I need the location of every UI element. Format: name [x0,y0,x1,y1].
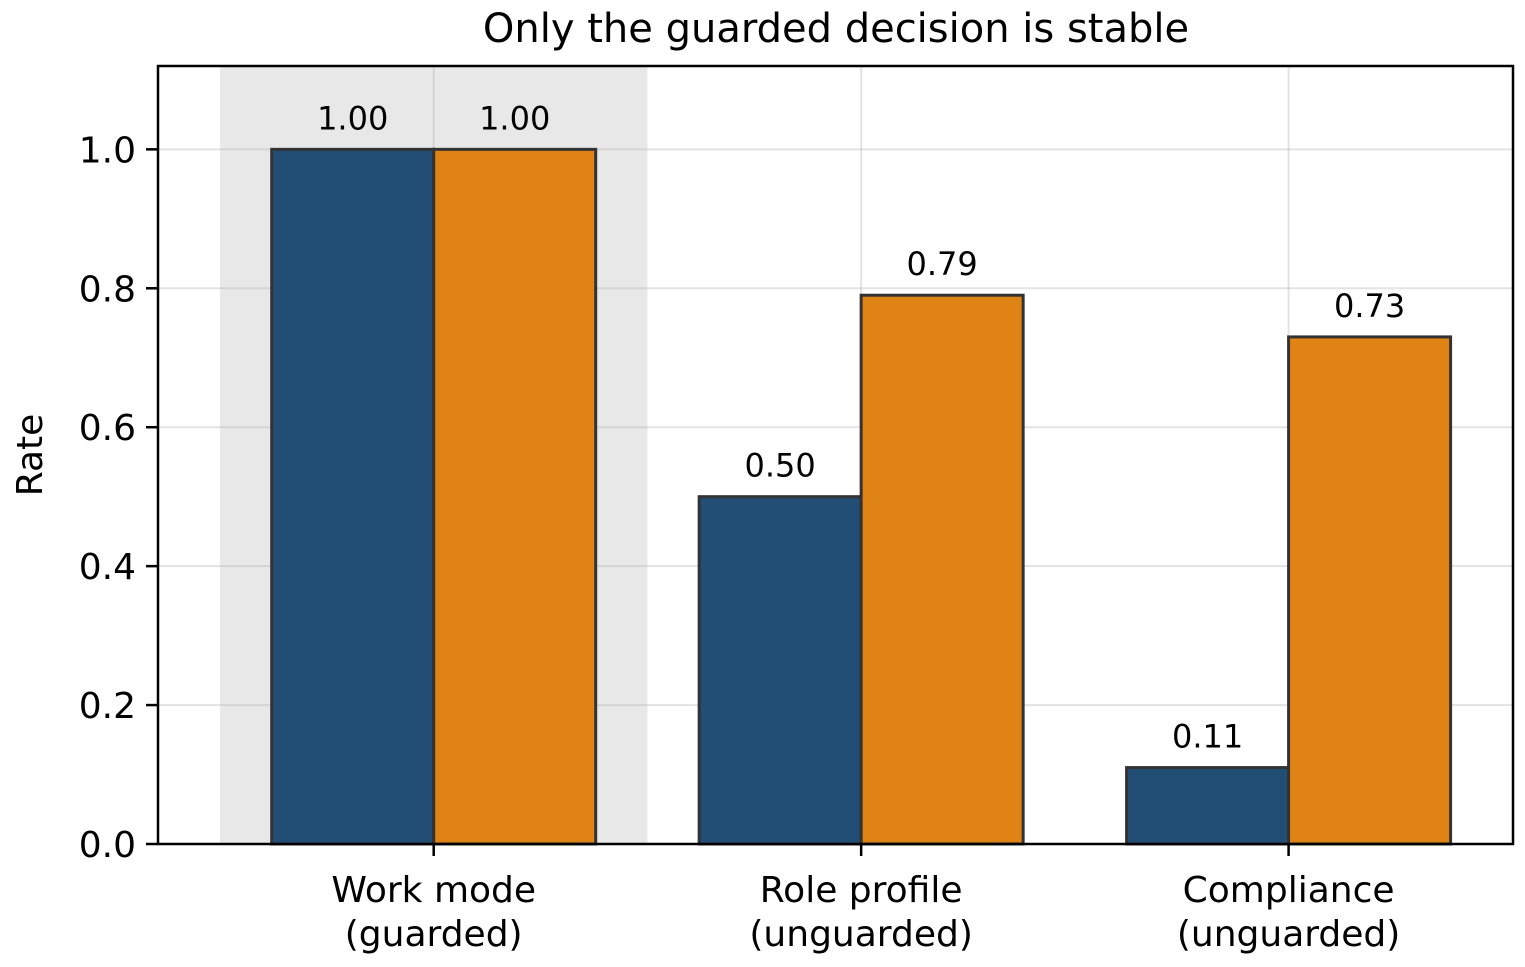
data-label: 0.11 [1172,718,1243,756]
data-label: 1.00 [317,99,388,137]
y-tick-label: 0.2 [79,686,136,727]
x-tick-label-line: (unguarded) [1177,914,1400,955]
axis-layer: 0.0 0.2 0.4 0.6 0.8 1.0 Work mode (guarded) Role… [79,64,1515,955]
y-tick-label: 0.8 [79,269,136,310]
data-label: 0.79 [907,245,978,283]
y-tick-label: 0.6 [79,408,136,449]
x-tick-label-line: Role profile [760,870,963,911]
x-tick-label-line: (guarded) [345,914,523,955]
y-axis-label: Rate [10,414,51,497]
bar-layer [270,147,1453,846]
bar [1287,335,1453,846]
data-label-layer: 1.00 0.50 0.11 1.00 0.79 0.73 [317,99,1405,755]
bar [859,293,1025,846]
y-tick-label: 1.0 [79,130,136,171]
bar [432,147,598,846]
x-tick-label-line: (unguarded) [749,914,972,955]
x-tick-label-line: Work mode [331,870,536,911]
bar [270,147,436,846]
y-tick-label: 0.4 [79,547,136,588]
data-label: 1.00 [479,99,550,137]
plot-frame [156,64,1515,846]
y-tick-label: 0.0 [79,825,136,866]
bar [1125,766,1291,846]
x-tick-label: Role profile (unguarded) [749,870,972,955]
data-label: 0.73 [1334,287,1405,325]
data-label: 0.50 [745,447,816,485]
x-tick-label-line: Compliance [1183,870,1395,911]
x-tick-label: Compliance (unguarded) [1177,870,1400,955]
chart-title: Only the guarded decision is stable [483,6,1189,52]
bar [697,495,863,846]
x-tick-label: Work mode (guarded) [331,870,536,955]
